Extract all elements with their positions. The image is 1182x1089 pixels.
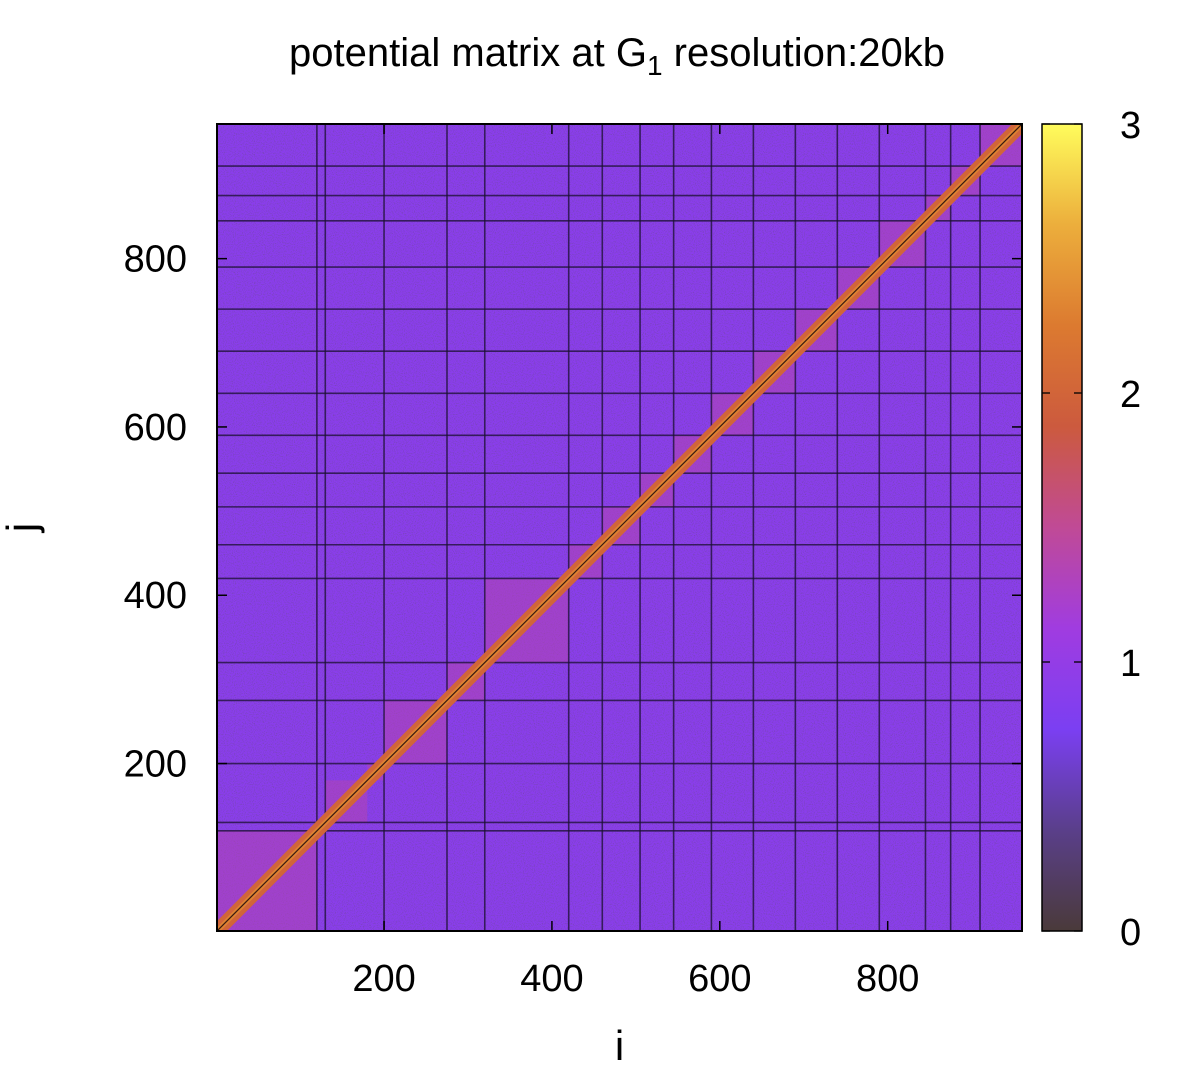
colorbar-gradient [1041,123,1083,932]
title-subscript: 1 [647,50,663,81]
x-axis-ticks: 200 400 600 800 [352,124,919,1000]
y-axis-label: j [0,523,45,534]
colorbar-tick-label: 1 [1120,643,1141,685]
y-axis-ticks: 200 400 600 800 [124,239,1022,786]
colorbar-tick-label: 3 [1120,105,1141,147]
colorbar-tick-label: 2 [1120,374,1141,416]
diagonal-band [217,124,1022,931]
plot-frame [216,123,1023,932]
x-tick-label: 800 [856,958,919,1000]
y-tick-label: 200 [124,744,187,786]
x-axis-label: i [615,1022,624,1069]
diagonal-centerline [217,124,1022,931]
chart-title: potential matrix at G1 resolution:20kb [289,31,945,81]
colorbar-tick-label: 0 [1120,912,1141,954]
x-tick-label: 200 [352,958,415,1000]
x-tick-label: 400 [520,958,583,1000]
domain-grid-lines [217,124,1022,931]
colorbar: 0 1 2 3 [1041,105,1141,954]
y-tick-label: 600 [124,407,187,449]
y-tick-label: 400 [124,575,187,617]
title-suffix: resolution:20kb [663,31,945,75]
x-tick-label: 600 [688,958,751,1000]
y-tick-label: 800 [124,239,187,281]
title-prefix: potential matrix at G [289,31,647,75]
